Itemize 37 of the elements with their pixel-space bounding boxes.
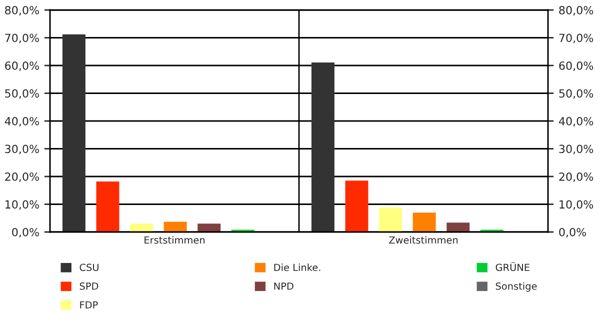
legend-label: GRÜNE: [496, 262, 530, 272]
bar: [345, 180, 368, 232]
y2-tick-label: 10,0%: [560, 200, 594, 210]
bar: [164, 222, 187, 232]
bar: [311, 62, 334, 232]
legend-label: FDP: [80, 301, 98, 308]
y2-tick-label: 80,0%: [559, 6, 594, 16]
y-tick-label: 20,0%: [5, 172, 39, 182]
y2-tick-label: 70,0%: [559, 34, 594, 44]
y2-tick-label: 40,0%: [558, 116, 594, 127]
legend-label: Sonstige: [496, 282, 537, 292]
y2-tick-label: 0,0%: [559, 228, 586, 238]
y2-tick-label: 50,0%: [559, 89, 594, 99]
bar: [198, 224, 221, 232]
y-tick-label: 40,0%: [4, 116, 39, 127]
legend-label: CSU: [80, 264, 98, 272]
y-tick-label: 0,0%: [12, 228, 39, 238]
y2-tick-label: 20,0%: [559, 172, 594, 182]
bar: [96, 181, 120, 232]
bar: [62, 34, 86, 232]
y-tick-label: 50,0%: [5, 89, 39, 99]
y-tick-label: 80,0%: [5, 6, 39, 16]
y-tick-label: 60,0%: [5, 61, 39, 72]
bar: [379, 208, 402, 232]
y-tick-label: 70,0%: [5, 34, 39, 44]
y-tick-label: 10,0%: [6, 200, 39, 210]
y-tick-label: 30,0%: [5, 144, 39, 154]
x-tick-label: Erststimmen: [144, 236, 205, 244]
y2-tick-label: 30,0%: [559, 144, 594, 154]
bar: [130, 224, 154, 232]
bar: [446, 222, 470, 232]
x-tick-label: Zweitstimmen: [389, 236, 458, 244]
legend-label: SPD: [80, 282, 98, 290]
y2-tick-label: 60,0%: [559, 61, 594, 72]
legend-label: NPD: [274, 282, 294, 290]
legend-label: Die Linke.: [274, 264, 320, 272]
bar: [412, 212, 436, 232]
